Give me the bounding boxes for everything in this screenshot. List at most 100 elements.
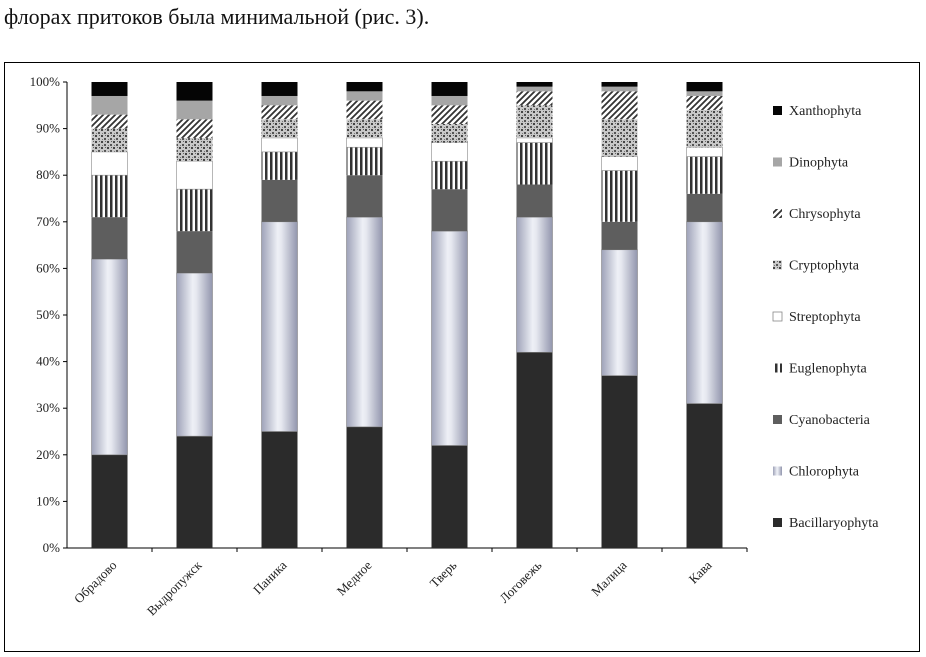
legend-swatch — [773, 157, 782, 167]
legend-swatch — [773, 106, 782, 115]
bar-stack — [686, 82, 723, 548]
x-tick-label: Выдропужск — [144, 557, 205, 618]
bar-segment — [516, 105, 553, 138]
bar-segment — [91, 175, 128, 218]
bar-segment — [261, 82, 298, 96]
bar-segment — [601, 221, 638, 250]
bar-segment — [431, 105, 468, 124]
bar-segment — [601, 86, 638, 92]
bar-segment — [346, 119, 383, 138]
bar-stack — [261, 82, 298, 548]
bar-stack — [516, 82, 553, 548]
bar-segment — [176, 137, 213, 162]
bar-segment — [431, 82, 468, 96]
bar-segment — [91, 95, 128, 115]
bar-segment — [516, 91, 553, 106]
legend-label: Xanthophyta — [789, 104, 862, 119]
bar-segment — [601, 82, 638, 87]
bar-segment — [516, 216, 553, 353]
bar-segment — [261, 95, 298, 106]
bar-segment — [601, 170, 638, 222]
legend-label: Cryptophyta — [789, 259, 860, 274]
bar-segment — [686, 193, 723, 222]
y-tick-label: 50% — [36, 307, 60, 322]
bar-segment — [346, 216, 383, 428]
legend-swatch — [773, 415, 782, 424]
bar-segment — [516, 82, 553, 87]
bar-segment — [346, 175, 383, 218]
bar-segment — [176, 100, 213, 120]
bar-segment — [176, 160, 213, 190]
bar-segment — [516, 184, 553, 218]
legend-label: Dinophyta — [789, 156, 849, 171]
legend-swatch — [773, 209, 782, 218]
bar-segment — [91, 454, 128, 548]
legend-label: Euglenophyta — [789, 362, 868, 377]
bar-segment — [91, 114, 128, 129]
bar-segment — [601, 375, 638, 548]
bar-segment — [176, 82, 213, 101]
legend-label: Bacillaryophyta — [789, 516, 879, 531]
bar-stack — [176, 82, 213, 548]
legend-label: Cyanobacteria — [789, 413, 871, 428]
bar-segment — [346, 137, 383, 148]
legend-swatch — [773, 466, 782, 476]
bar-segment — [261, 105, 298, 120]
x-tick-label: Паника — [250, 557, 290, 597]
bar-segment — [431, 189, 468, 232]
bar-segment — [346, 426, 383, 548]
bar-segment — [346, 147, 383, 176]
bar-stack — [431, 82, 468, 548]
bar-segment — [176, 436, 213, 548]
legend-swatch — [773, 363, 782, 373]
bar-segment — [686, 82, 723, 92]
bar-segment — [91, 151, 128, 176]
x-tick-label: Тверь — [427, 557, 460, 590]
header-text: флорах притоков была минимальной (рис. 3… — [4, 4, 430, 29]
bar-segment — [176, 119, 213, 138]
chart-frame: 0% 10% 20% 30% 40% 50% 60% 70% 80% 90% 100% Обрадов… — [4, 62, 920, 652]
bar-segment — [516, 86, 553, 92]
x-tick-label: Малица — [588, 557, 630, 599]
bar-segment — [686, 403, 723, 548]
y-tick-label: 80% — [36, 167, 60, 182]
stacked-bar-chart: 0% 10% 20% 30% 40% 50% 60% 70% 80% 90% 100% Обрадов… — [30, 74, 880, 618]
legend-label: Streptophyta — [789, 310, 861, 325]
y-tick-label: 60% — [36, 260, 60, 275]
bar-segment — [431, 230, 468, 446]
bar-segment — [346, 100, 383, 120]
bar-segment — [686, 95, 723, 110]
bar-segment — [686, 91, 723, 96]
bar-segment — [346, 82, 383, 92]
bar-segment — [91, 128, 128, 152]
bar-segment — [431, 95, 468, 106]
y-tick-label: 0% — [43, 540, 61, 555]
x-tick-label: Медное — [334, 557, 375, 598]
bar-stack — [601, 82, 638, 548]
y-tick-label: 40% — [36, 354, 60, 369]
bar-segment — [91, 258, 128, 456]
bar-segment — [431, 123, 468, 143]
bar-segment — [261, 221, 298, 432]
bar-segment — [346, 91, 383, 101]
bar-segment — [601, 119, 638, 157]
x-tick-label: Обрадово — [71, 558, 120, 607]
bar-segment — [176, 189, 213, 232]
bar-stack — [91, 82, 128, 548]
legend-swatch — [773, 518, 782, 527]
x-tick-label: Кава — [686, 557, 715, 586]
bar-segment — [176, 231, 213, 274]
bar-segment — [91, 217, 128, 260]
bar-segment — [686, 109, 723, 148]
bar-segment — [516, 137, 553, 143]
bar-segment — [261, 151, 298, 180]
legend-swatch — [773, 260, 782, 270]
bar-segment — [431, 161, 468, 190]
bar-segment — [686, 156, 723, 194]
bar-segment — [261, 137, 298, 153]
bar-segment — [601, 91, 638, 120]
y-tick-label: 10% — [36, 493, 60, 508]
x-tick-label: Логовежь — [496, 557, 544, 605]
bar-segment — [261, 119, 298, 138]
bar-segment — [601, 249, 638, 376]
